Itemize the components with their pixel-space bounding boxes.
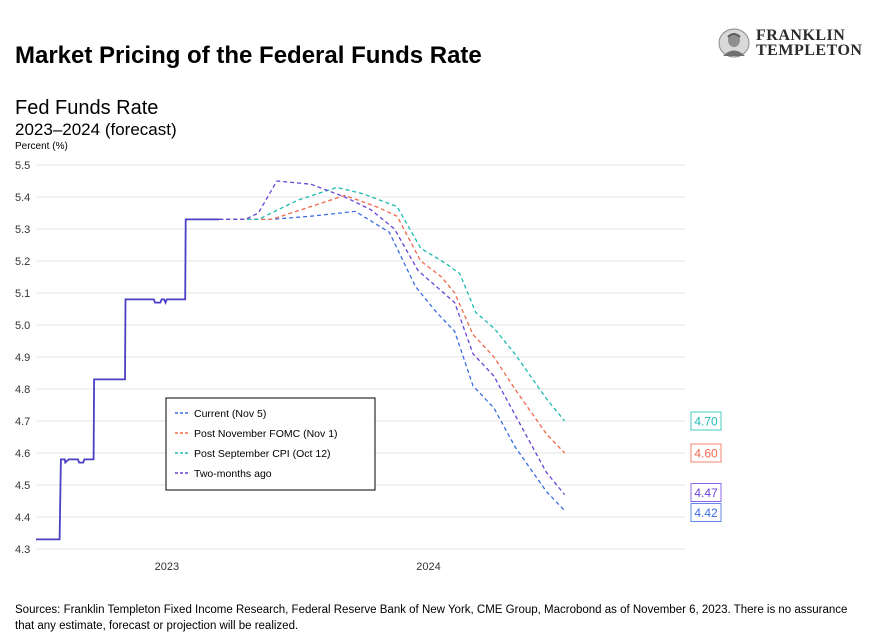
legend-label: Two-months ago: [194, 468, 272, 480]
end-labels: 4.42 4.60 4.70 4.47: [690, 411, 722, 523]
y-tick-label: 4.6: [15, 448, 30, 460]
y-tick-label: 5.3: [15, 224, 30, 236]
y-tick-label: 4.3: [15, 544, 30, 556]
legend-item: Post November FOMC (Nov 1): [175, 428, 338, 440]
end-label-text: 4.42: [694, 506, 718, 520]
legend-label: Current (Nov 5): [194, 408, 266, 420]
y-tick-label: 4.7: [15, 416, 30, 428]
x-tick-labels: 2023 2024: [155, 561, 441, 573]
logo-line-franklin: FRANKLIN: [756, 27, 846, 44]
series-line: [219, 180, 566, 496]
y-tick-labels: 5.5 5.4 5.3 5.2 5.1 5.0 4.9 4.8 4.7 4.6 4.5 4.4 4.3: [15, 160, 30, 556]
end-label-text: 4.47: [694, 486, 718, 500]
benjamin-franklin-portrait-icon: [718, 28, 750, 58]
y-tick-label: 5.0: [15, 320, 30, 332]
y-tick-label: 4.9: [15, 352, 30, 364]
franklin-templeton-logo: FRANKLIN TEMPLETON: [717, 28, 862, 62]
legend-item: Two-months ago: [175, 468, 272, 480]
series-lines: [36, 180, 566, 541]
legend-item: Current (Nov 5): [175, 408, 266, 420]
series-line: [219, 210, 566, 512]
legend: Current (Nov 5) Post November FOMC (Nov 1…: [165, 397, 376, 491]
y-tick-label: 4.5: [15, 480, 30, 492]
legend-label: Post November FOMC (Nov 1): [194, 428, 338, 440]
historical-line: [36, 218, 220, 541]
legend-item: Post September CPI (Oct 12): [175, 448, 331, 460]
grid-lines: [36, 164, 685, 550]
end-label: 4.47: [690, 483, 722, 503]
end-label: 4.42: [690, 503, 722, 523]
logo-line-templeton: TEMPLETON: [756, 42, 863, 59]
y-tick-label: 5.5: [15, 160, 30, 172]
x-tick-label: 2023: [155, 561, 179, 573]
y-tick-label: 5.1: [15, 288, 30, 300]
page-title: Market Pricing of the Federal Funds Rate: [15, 42, 482, 69]
end-label: 4.70: [690, 411, 722, 431]
legend-box: [165, 397, 376, 491]
chart-date-range: 2023–2024 (forecast): [15, 120, 177, 139]
end-label-text: 4.60: [694, 447, 718, 461]
fed-funds-chart: 5.55.45.35.25.15.04.94.84.74.64.54.44.3 …: [15, 160, 722, 573]
end-label-text: 4.70: [694, 415, 718, 429]
series-line: [219, 194, 566, 454]
y-tick-label: 4.4: [15, 512, 30, 524]
y-tick-label: 5.2: [15, 256, 30, 268]
legend-label: Post September CPI (Oct 12): [194, 448, 331, 460]
y-tick-label: 4.8: [15, 384, 30, 396]
end-label: 4.60: [690, 443, 722, 463]
x-tick-label: 2024: [416, 561, 440, 573]
y-tick-label: 5.4: [15, 192, 30, 204]
chart-subtitle: Fed Funds Rate: [15, 97, 159, 119]
footer-sources: Sources: Franklin Templeton Fixed Income…: [15, 604, 848, 632]
y-axis-label: Percent (%): [15, 141, 68, 152]
